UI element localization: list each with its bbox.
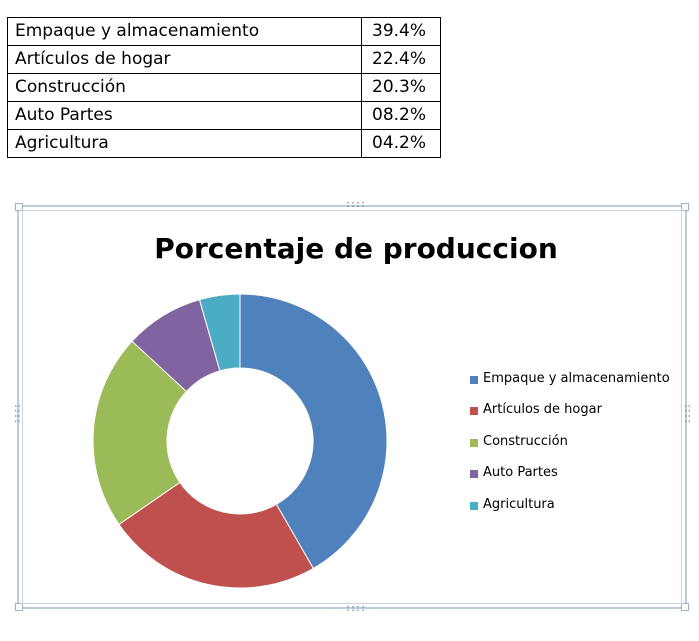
table-cell-value: 20.3% [361,73,441,102]
table-cell-value: 04.2% [361,129,441,158]
legend-item[interactable]: Construcción [470,434,670,465]
legend-label: Auto Partes [483,465,558,481]
table-cell-value: 39.4% [361,17,441,46]
resize-handle-top-right[interactable] [681,203,689,211]
legend-item[interactable]: Empaque y almacenamiento [470,371,670,402]
table-row: Artículos de hogar 22.4% [7,45,441,74]
legend-label: Construcción [483,433,568,449]
table-row: Auto Partes 08.2% [7,101,441,130]
resize-handle-left[interactable]: :::: [12,403,23,424]
donut-chart[interactable] [23,211,685,607]
table-row: Agricultura 04.2% [7,129,441,158]
data-table: Empaque y almacenamiento 39.4% Artículos… [7,17,441,158]
legend-swatch [470,470,478,479]
resize-handle-bottom-right[interactable] [681,603,689,611]
donut-slice-1[interactable] [239,293,388,570]
table-cell-label: Auto Partes [7,101,362,130]
legend-swatch [470,376,478,384]
donut-slice-5[interactable] [198,293,241,372]
table-cell-value: 08.2% [361,101,441,130]
table-cell-label: Construcción [7,73,362,102]
legend-item[interactable]: Agricultura [470,497,670,528]
resize-handle-right[interactable]: :::: [682,403,693,424]
resize-handle-top-left[interactable] [15,203,23,211]
chart-title[interactable]: Porcentaje de produccion [154,232,558,265]
legend-swatch [470,407,478,416]
chart-object[interactable]: :::: :::: :::: :::: Porcentaje de produc… [12,199,693,614]
legend-label: Agricultura [483,496,555,512]
legend-swatch [470,438,478,447]
table-row: Empaque y almacenamiento 39.4% [7,17,441,46]
chart-legend[interactable]: Empaque y almacenamiento Artículos de hog… [470,371,670,528]
resize-handle-bottom-left[interactable] [15,603,23,611]
donut-slice-3[interactable] [92,340,188,526]
legend-swatch [470,501,478,510]
chart-area[interactable]: Porcentaje de produccion Empaque y almac… [22,210,682,604]
table-cell-label: Artículos de hogar [7,45,362,74]
table-cell-label: Empaque y almacenamiento [7,17,362,46]
legend-item[interactable]: Artículos de hogar [470,402,670,433]
table-cell-label: Agricultura [7,129,362,158]
legend-label: Artículos de hogar [483,402,602,418]
resize-handle-bottom[interactable]: :::: [345,603,366,614]
table-row: Construcción 20.3% [7,73,441,102]
legend-label: Empaque y almacenamiento [483,371,670,386]
legend-item[interactable]: Auto Partes [470,465,670,496]
resize-handle-top[interactable]: :::: [345,199,366,210]
donut-slice-2[interactable] [118,481,314,589]
table-cell-value: 22.4% [361,45,441,74]
